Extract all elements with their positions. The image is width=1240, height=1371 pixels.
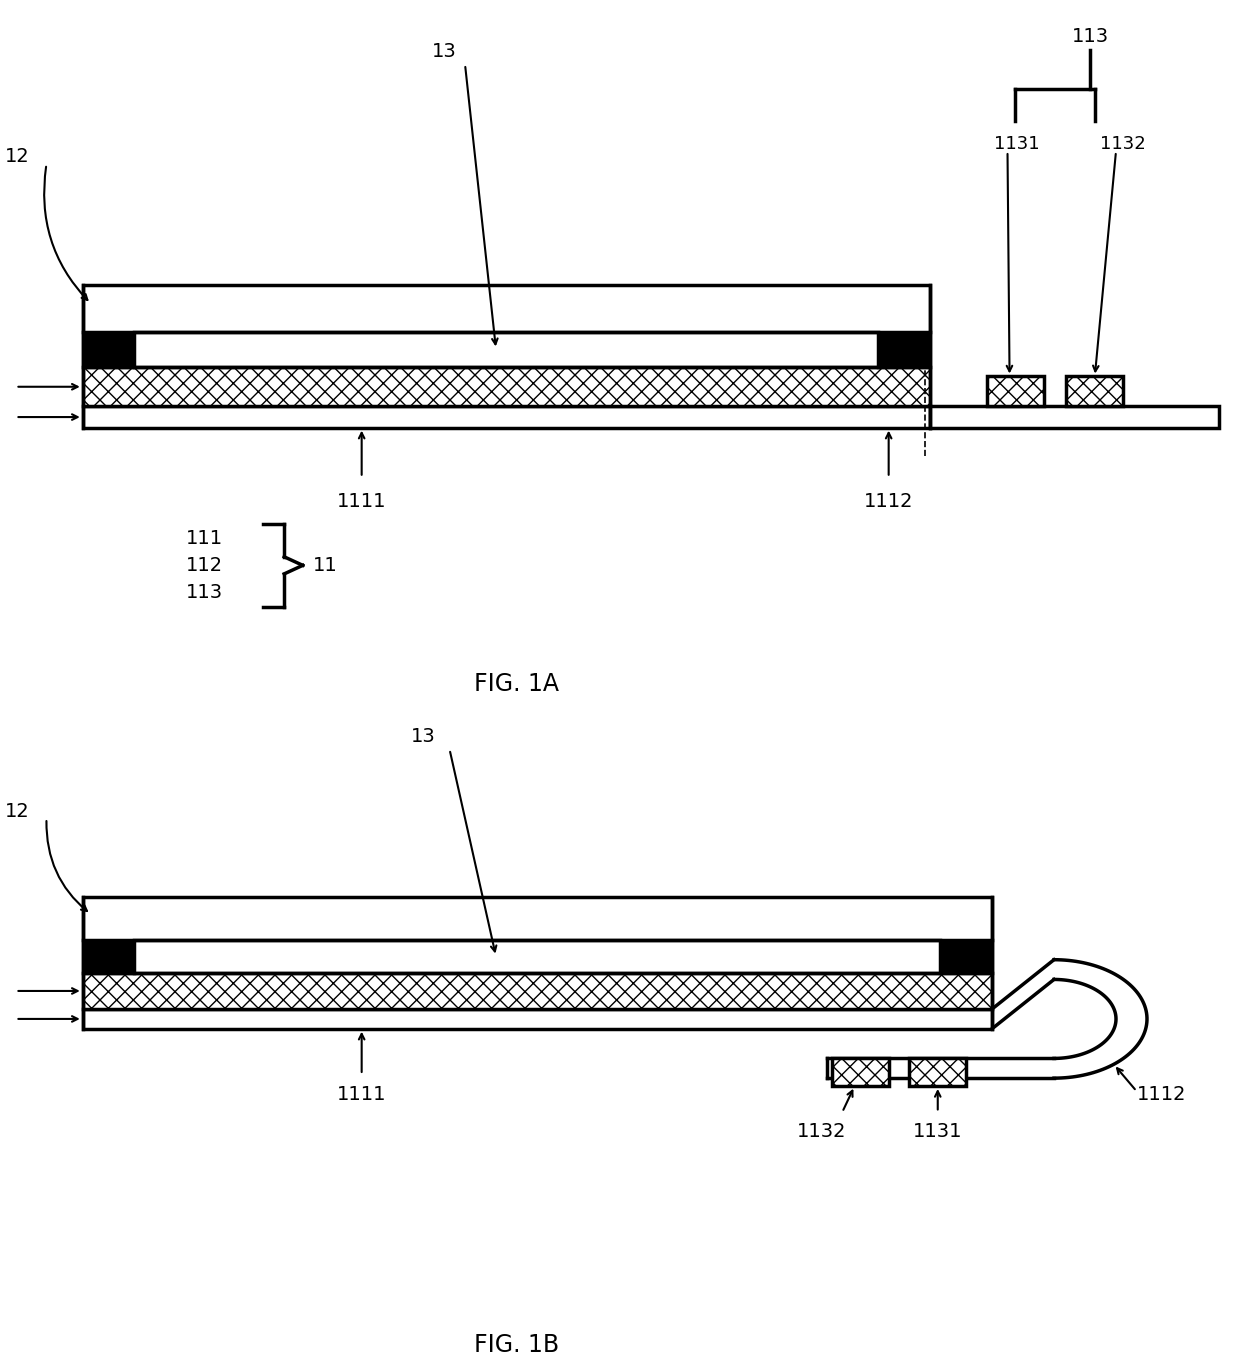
Bar [909,1058,966,1086]
Text: 13: 13 [412,727,436,746]
Bar [83,897,992,941]
Text: 1132: 1132 [1101,136,1146,154]
Text: 12: 12 [5,802,30,821]
Bar [83,406,930,428]
Bar [83,973,992,1009]
Bar [83,367,930,406]
Bar [940,941,992,973]
Bar [134,332,878,367]
Text: FIG. 1B: FIG. 1B [474,1333,559,1357]
Text: 112: 112 [186,555,223,574]
Text: 1111: 1111 [337,1084,387,1104]
Bar [878,332,930,367]
Text: 113: 113 [186,583,223,602]
Bar [83,285,930,332]
Text: 1131: 1131 [994,136,1039,154]
Bar [930,406,1219,428]
Text: 111: 111 [186,529,223,548]
Polygon shape [827,960,1147,1078]
Bar [83,941,134,973]
Bar [987,377,1044,406]
Text: 1112: 1112 [1137,1084,1187,1104]
Bar [83,332,134,367]
Text: 11: 11 [312,555,337,574]
Text: 1131: 1131 [913,1123,962,1141]
Text: FIG. 1A: FIG. 1A [474,672,559,696]
Bar [83,1009,992,1028]
Text: 1132: 1132 [797,1123,846,1141]
Text: 12: 12 [5,147,30,166]
Bar [134,941,940,973]
Text: 1112: 1112 [864,492,914,511]
Bar [1066,377,1123,406]
Bar [832,1058,889,1086]
Text: 13: 13 [432,41,456,60]
Text: 1111: 1111 [337,492,387,511]
Text: 113: 113 [1071,27,1109,47]
